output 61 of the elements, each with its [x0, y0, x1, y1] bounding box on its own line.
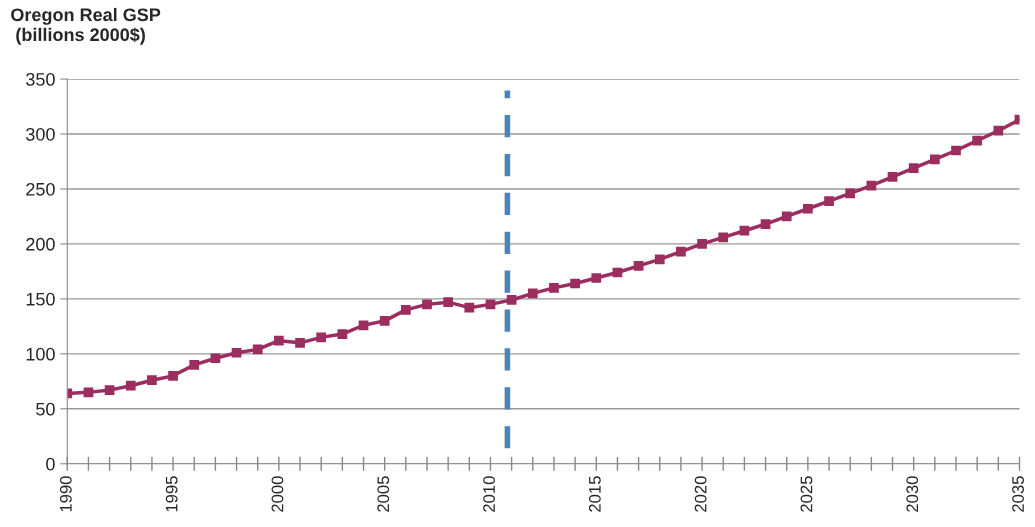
y-tick-label: 350 — [26, 72, 55, 86]
x-tick-label: 1995 — [165, 476, 178, 512]
point — [210, 353, 221, 364]
point — [824, 196, 834, 206]
point — [887, 172, 898, 182]
point — [654, 254, 665, 265]
point — [443, 297, 454, 308]
x-tick-label: 2035 — [1012, 476, 1024, 512]
point — [972, 135, 983, 146]
point — [104, 385, 115, 395]
x-tick-label: 2025 — [800, 476, 813, 512]
point — [316, 332, 327, 343]
point — [295, 337, 305, 348]
point — [189, 359, 200, 370]
point — [760, 219, 771, 229]
point — [929, 154, 940, 165]
point — [337, 329, 348, 339]
point — [168, 370, 178, 381]
x-tick-label: 1990 — [59, 476, 72, 512]
point — [570, 278, 580, 289]
y-tick-label: 0 — [46, 457, 55, 471]
point — [993, 125, 1004, 136]
point — [125, 380, 136, 391]
x-tick-label: 2005 — [377, 476, 390, 512]
y-tick-label: 250 — [26, 182, 55, 196]
point — [549, 283, 559, 293]
point — [718, 232, 729, 243]
point — [845, 188, 856, 199]
point — [147, 375, 157, 386]
y-tick-label: 100 — [26, 347, 55, 361]
point — [781, 211, 792, 222]
chart-title: Oregon Real GSP (billions 2000$) — [11, 7, 161, 45]
point — [422, 299, 432, 310]
point — [506, 295, 517, 305]
point — [379, 316, 390, 326]
y-tick-label: 300 — [26, 127, 55, 141]
point — [464, 302, 475, 313]
point — [951, 145, 961, 156]
point — [252, 344, 263, 355]
point — [697, 239, 707, 249]
point — [676, 246, 686, 257]
x-tick-label: 2030 — [906, 476, 919, 512]
x-tick-label: 2020 — [694, 476, 707, 512]
x-tick-label: 2015 — [588, 476, 601, 512]
y-tick-label: 50 — [36, 402, 55, 416]
point — [591, 273, 602, 283]
x-tick-label: 2000 — [271, 476, 284, 512]
point — [908, 163, 919, 173]
point — [400, 305, 411, 315]
y-tick-label: 200 — [26, 237, 55, 251]
point — [231, 347, 242, 358]
point — [358, 320, 369, 331]
point — [803, 203, 813, 214]
y-tick-label: 150 — [26, 292, 55, 306]
point — [739, 225, 750, 236]
point — [83, 387, 94, 398]
point — [633, 261, 644, 271]
point — [274, 335, 284, 346]
x-tick-label: 2010 — [483, 476, 495, 512]
point — [866, 180, 877, 191]
point — [527, 288, 538, 299]
